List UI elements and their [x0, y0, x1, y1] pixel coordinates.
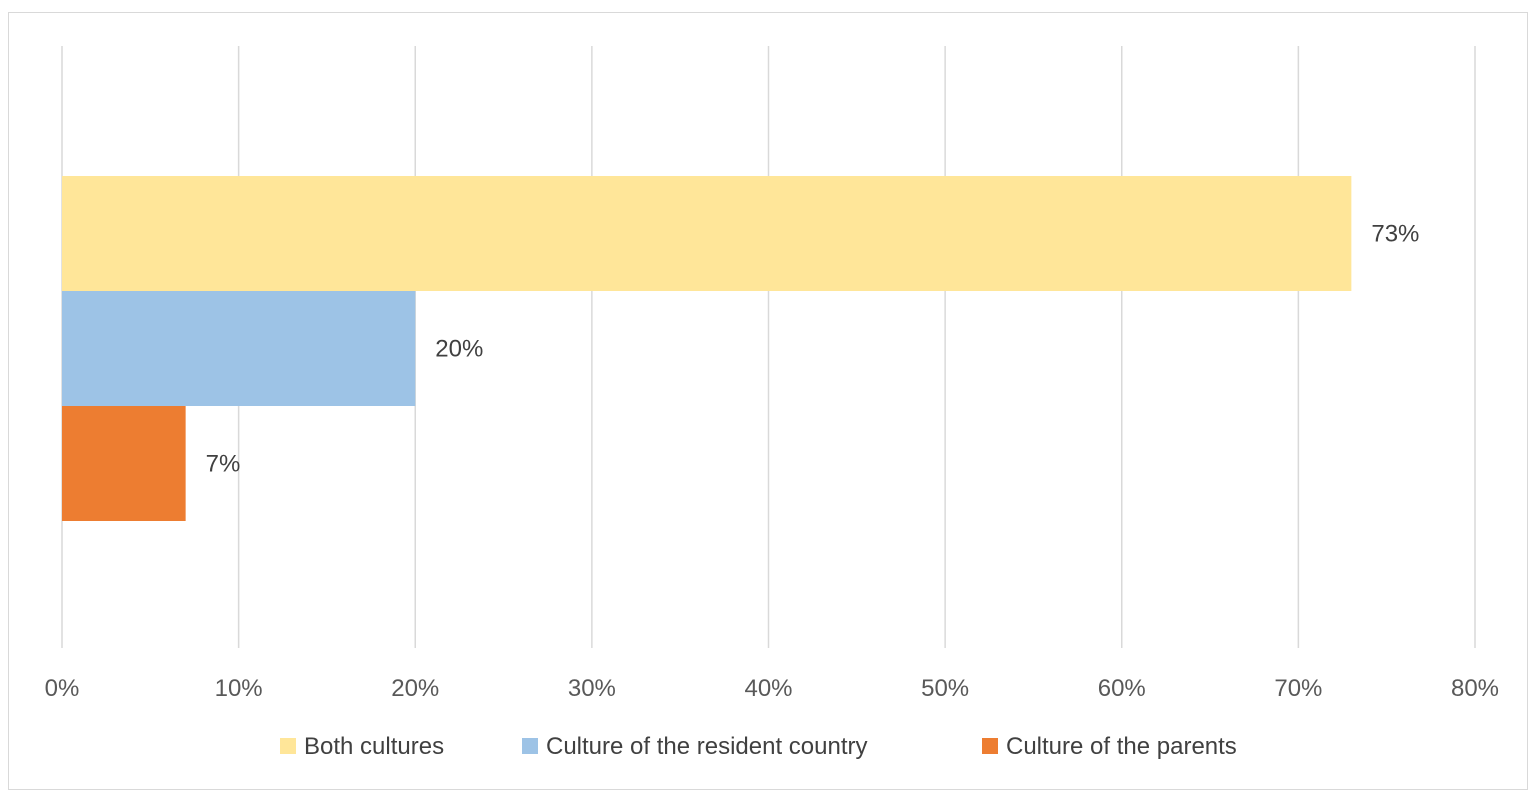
legend-swatch: [522, 738, 538, 754]
data-label: 7%: [206, 451, 241, 478]
bar: [62, 406, 186, 521]
gridlines: [61, 46, 1476, 648]
bars: 73% 20% 7%: [62, 176, 1419, 521]
data-label: 20%: [435, 336, 483, 363]
legend-label: Culture of the resident country: [546, 733, 868, 760]
x-tick-label: 80%: [1451, 675, 1499, 702]
legend: Both cultures Culture of the resident cou…: [280, 733, 1237, 760]
bar: [62, 291, 416, 406]
x-tick-label: 50%: [921, 675, 969, 702]
legend-label: Culture of the parents: [1006, 733, 1237, 760]
x-tick-label: 40%: [744, 675, 792, 702]
x-tick-label: 60%: [1098, 675, 1146, 702]
x-tick-label: 10%: [215, 675, 263, 702]
legend-swatch: [982, 738, 998, 754]
bar: [62, 176, 1352, 291]
x-tick-label: 0%: [45, 675, 80, 702]
x-tick-label: 20%: [391, 675, 439, 702]
data-label: 73%: [1371, 221, 1419, 248]
x-axis-tick-labels: 0% 10% 20% 30% 40% 50% 60% 70% 80%: [45, 675, 1499, 702]
x-tick-label: 70%: [1274, 675, 1322, 702]
legend-label: Both cultures: [304, 733, 444, 760]
x-tick-label: 30%: [568, 675, 616, 702]
legend-swatch: [280, 738, 296, 754]
